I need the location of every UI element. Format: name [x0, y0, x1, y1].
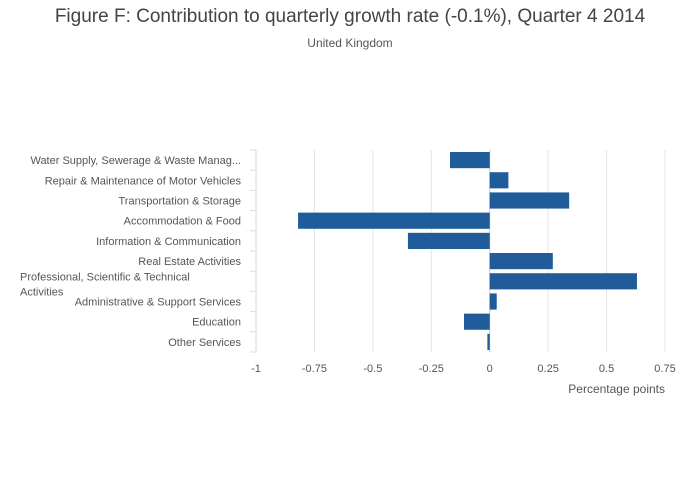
x-tick-label-6: 0.5: [599, 363, 614, 375]
x-tick-label-2: -0.5: [363, 363, 382, 375]
bar-3: [298, 212, 490, 229]
x-tick-label-3: -0.25: [419, 363, 444, 375]
category-label-4: Information & Communication: [96, 236, 241, 248]
category-label-5: Real Estate Activities: [138, 256, 241, 268]
chart-subtitle: United Kingdom: [307, 36, 393, 50]
x-tick-label-4: 0: [487, 363, 493, 375]
category-label-6-line-0: Professional, Scientific & Technical: [20, 271, 190, 283]
bar-8: [464, 313, 490, 330]
chart-title: Figure F: Contribution to quarterly grow…: [54, 6, 646, 27]
bar-7: [489, 293, 497, 310]
x-tick-label-5: 0.25: [537, 363, 558, 375]
category-label-9: Other Services: [168, 337, 241, 349]
bar-1: [489, 172, 509, 189]
bar-9: [487, 333, 490, 350]
category-label-0: Water Supply, Sewerage & Waste Manag...: [30, 155, 241, 167]
x-tick-label-7: 0.75: [654, 363, 675, 375]
category-label-8: Education: [192, 317, 241, 329]
bar-0: [449, 152, 490, 169]
category-label-3: Accommodation & Food: [124, 216, 241, 228]
x-axis-title: Percentage points: [568, 382, 665, 396]
bar-4: [407, 232, 490, 249]
category-label-7: Administrative & Support Services: [75, 297, 242, 309]
category-label-6-line-1: Activities: [20, 286, 64, 298]
category-label-1: Repair & Maintenance of Motor Vehicles: [45, 175, 242, 187]
x-tick-label-0: -1: [251, 363, 261, 375]
bar-5: [489, 253, 553, 270]
x-tick-label-1: -0.75: [302, 363, 327, 375]
category-label-2: Transportation & Storage: [119, 196, 242, 208]
bar-6: [489, 273, 637, 290]
bar-2: [489, 192, 570, 209]
